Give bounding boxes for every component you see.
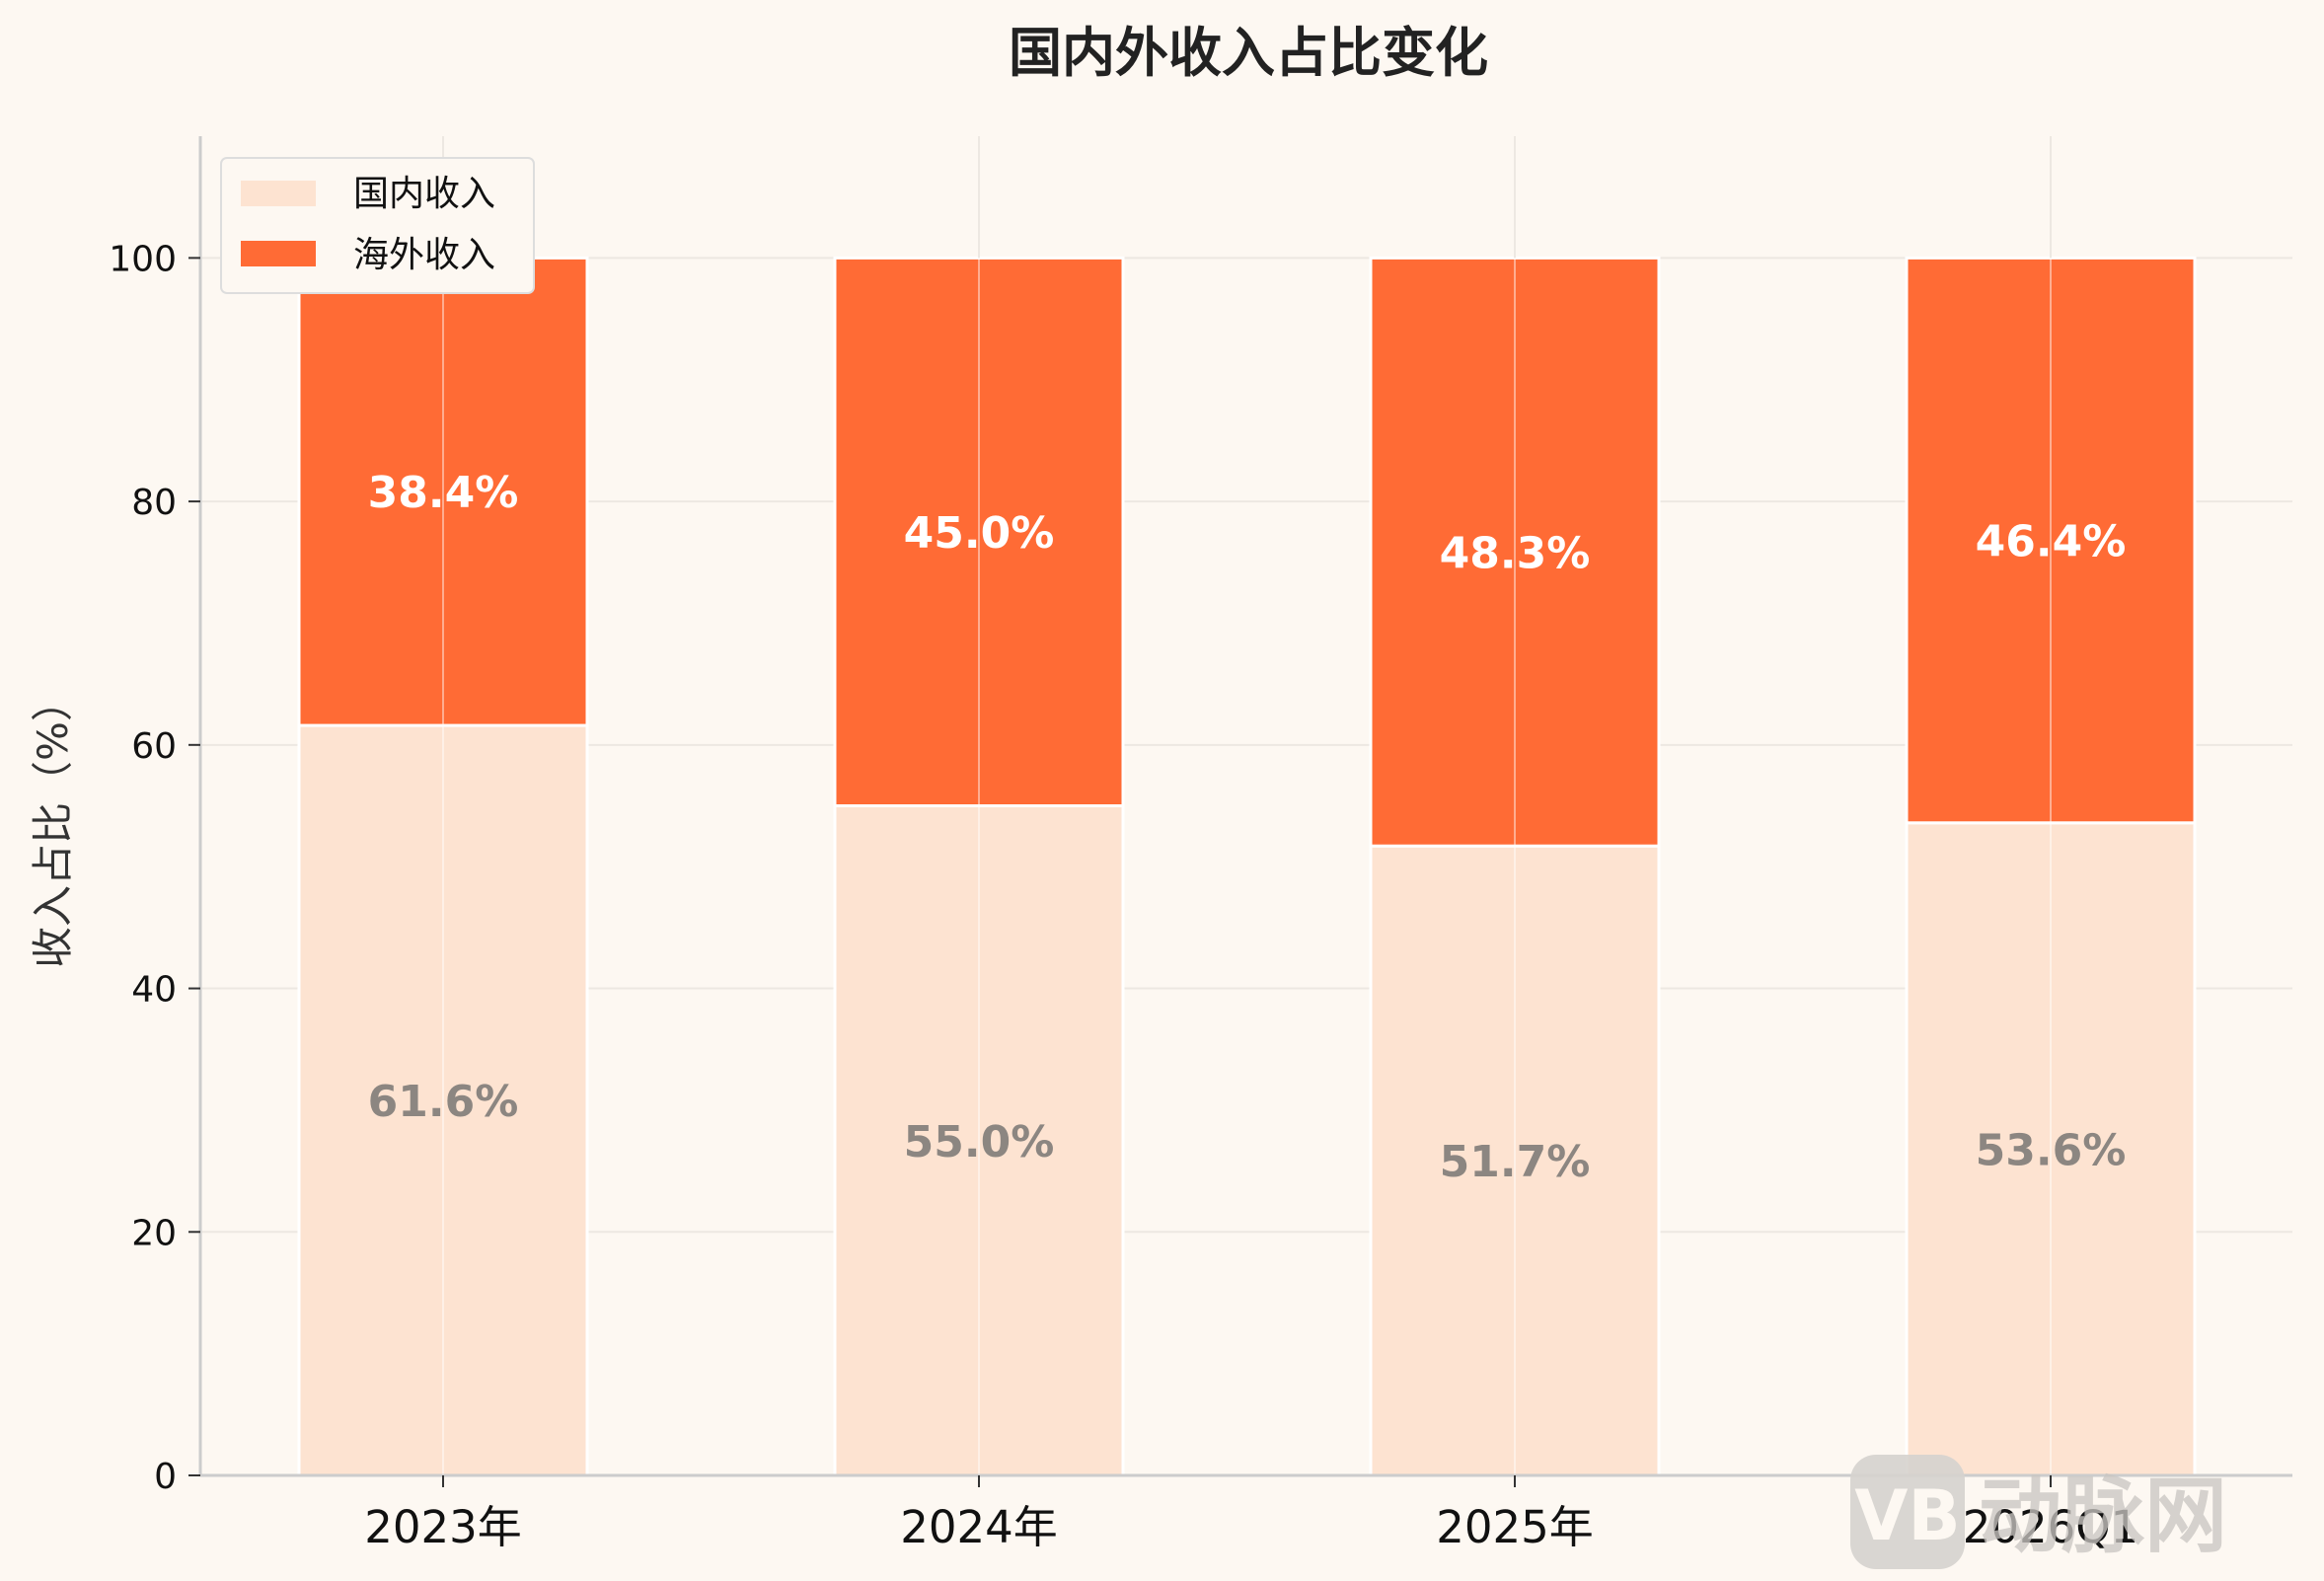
chart-title: 国内外收入占比变化 [1009,22,1488,84]
legend-swatch-domestic [241,181,316,206]
watermark-logo-mark: VB [1854,1475,1961,1556]
bar-overseas-2 [1369,256,1661,848]
legend-label-overseas: 海外收入 [353,235,495,275]
data-label-domestic-3: 53.6% [1976,1125,2127,1175]
y-tick-label-80: 80 [131,483,177,523]
data-label-domestic-2: 51.7% [1440,1137,1591,1187]
legend: 国内收入 海外收入 [220,157,535,294]
bar-overseas-0 [297,256,589,727]
bar-domestic-2 [1369,844,1661,1477]
vertical-grid-lines [442,136,2052,1475]
legend-label-domestic: 国内收入 [353,174,495,214]
watermark-text: 动脉网 [1979,1468,2227,1564]
data-label-overseas-2: 48.3% [1440,528,1591,578]
watermark-logo: VB 动脉网 [1850,1455,2227,1569]
bar-overseas-3 [1905,256,2197,825]
x-tick-labels: 2023年 2024年 2025年 2026Q1 [364,1501,2138,1553]
y-axis-label: 收入占比（%） [29,680,77,968]
y-tick-label-60: 60 [131,726,177,767]
legend-swatch-overseas [241,241,316,266]
y-tick-labels: 0 20 40 60 80 100 [109,239,177,1497]
y-tick-label-20: 20 [131,1213,177,1253]
y-tick-label-100: 100 [109,239,177,279]
data-label-overseas-1: 45.0% [904,508,1055,559]
data-label-domestic-0: 61.6% [368,1077,519,1127]
y-tick-label-40: 40 [131,970,177,1011]
data-label-domestic-1: 55.0% [904,1117,1055,1167]
x-tick-label-2: 2025年 [1436,1501,1594,1553]
data-label-overseas-0: 38.4% [368,468,519,518]
x-tick-label-0: 2023年 [364,1501,522,1553]
data-label-overseas-3: 46.4% [1976,517,2127,567]
bars [297,256,2197,1477]
bar-domestic-1 [833,804,1125,1477]
x-tick-label-3: 2026Q1 [1963,1501,2139,1553]
bar-domestic-3 [1905,821,2197,1477]
y-tick-label-0: 0 [154,1457,177,1497]
data-labels: 61.6% 38.4% 55.0% 45.0% 51.7% 48.3% 53.6% 46.4% [368,468,2127,1187]
watermark-logo-badge [1850,1455,1965,1569]
x-tick-label-1: 2024年 [900,1501,1058,1553]
